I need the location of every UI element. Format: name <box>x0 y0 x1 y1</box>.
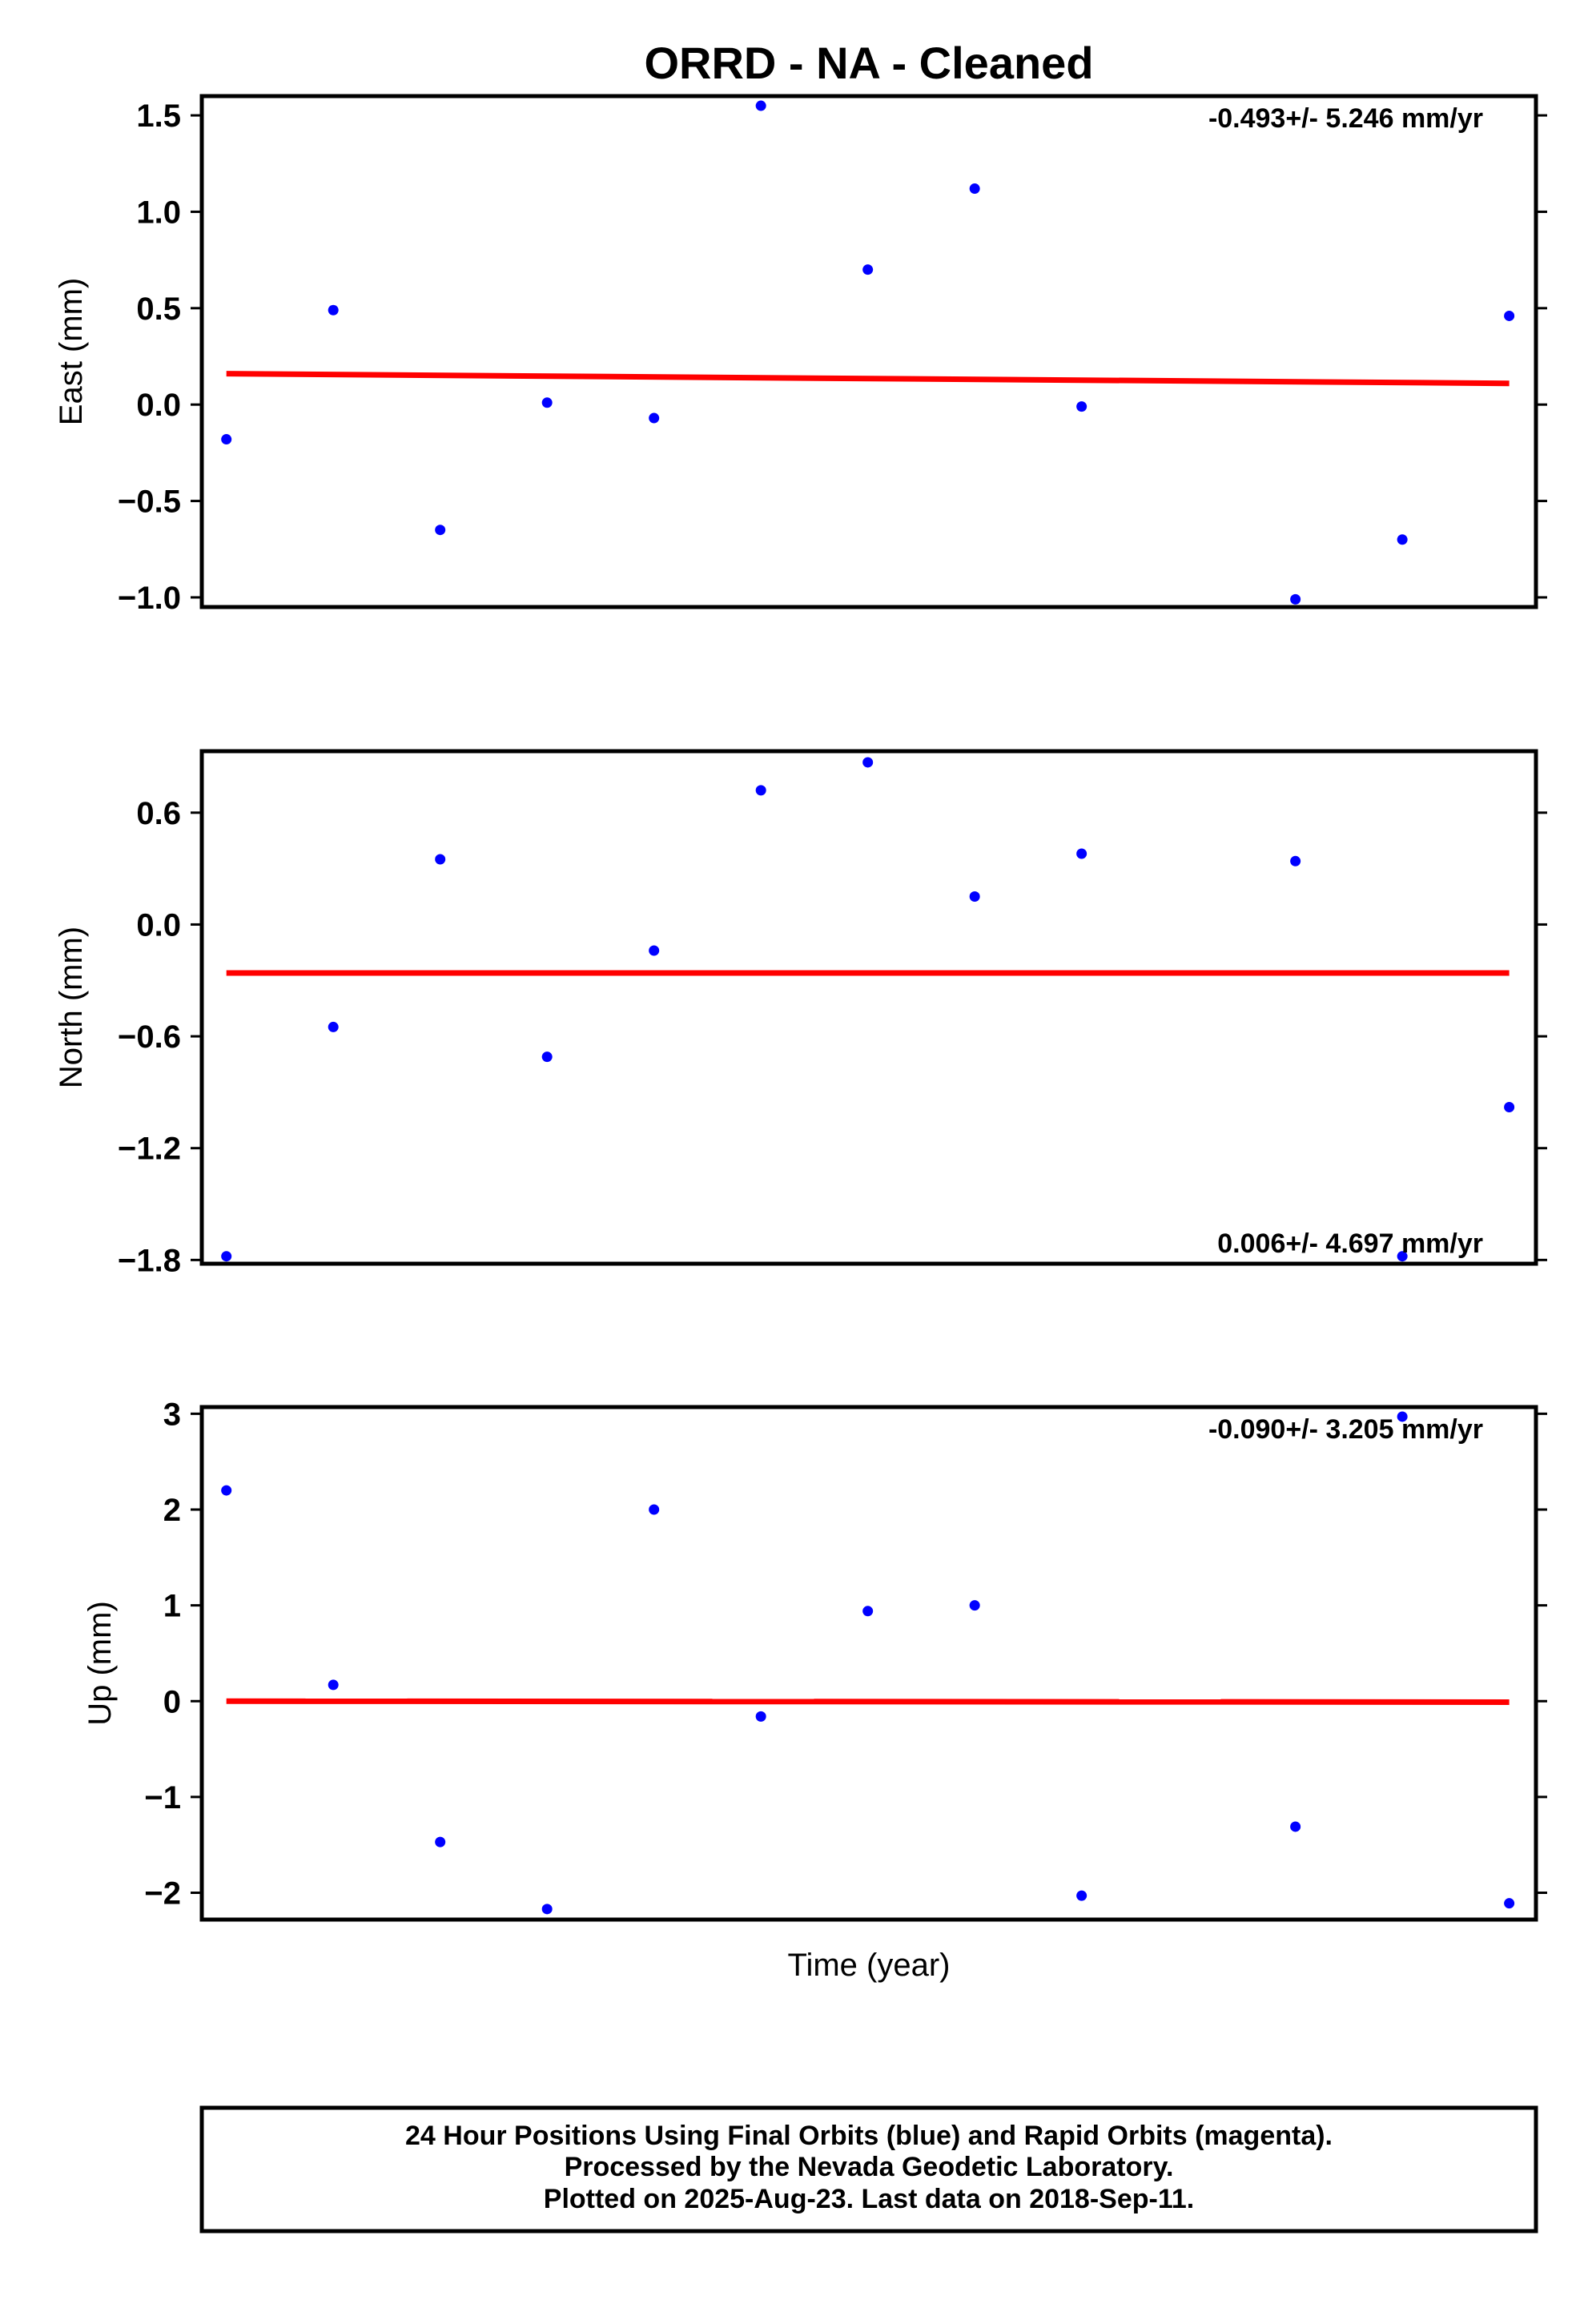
up-data-point <box>1397 1411 1408 1422</box>
east-data-point <box>435 525 446 536</box>
up-data-point <box>1076 1890 1087 1901</box>
up-data-point <box>755 1711 766 1722</box>
north-data-point <box>1290 855 1301 866</box>
up-data-point <box>969 1600 980 1611</box>
north-data-point <box>328 1021 339 1032</box>
chart-title: ORRD - NA - Cleaned <box>644 38 1093 88</box>
north-data-point <box>969 891 980 903</box>
up-y-axis-label: Up (mm) <box>82 1601 118 1726</box>
footer-line-2: Processed by the Nevada Geodetic Laborat… <box>565 2152 1174 2182</box>
north-data-point <box>435 854 446 865</box>
north-data-point <box>1504 1102 1515 1113</box>
up-data-point <box>541 1904 553 1915</box>
east-data-point <box>541 397 553 408</box>
east-data-point <box>862 264 874 275</box>
east-ytick-label: 0.0 <box>136 388 181 423</box>
east-trend-line <box>226 371 1510 387</box>
up-trend-line <box>226 1698 1510 1705</box>
north-rate-text: 0.006+/- 4.697 mm/yr <box>1217 1228 1483 1259</box>
north-panel: 0.6 0.0 −0.6 −1.2 −1.8 North (mm) 0.006+/- 4.6… <box>54 749 1547 1278</box>
east-data-point <box>328 304 339 316</box>
north-ytick-label: 0.6 <box>136 796 181 831</box>
up-ytick-label: 3 <box>163 1397 181 1432</box>
east-ytick-label: 0.5 <box>136 292 181 327</box>
up-data-point <box>1290 1821 1301 1832</box>
east-panel: 1.5 1.0 0.5 0.0 −0.5 −1.0 East (mm) -0.493+/- 5… <box>54 94 1547 616</box>
footer-box: 24 Hour Positions Using Final Orbits (bl… <box>199 2105 1538 2234</box>
east-data-point <box>1397 534 1408 545</box>
up-panel: 3 2 1 0 −1 −2 Up (mm) -0.090+/- 3.205 mm/yr <box>82 1397 1547 1922</box>
up-ytick-label: 2 <box>163 1493 181 1528</box>
east-data-point <box>755 100 766 111</box>
north-data-point <box>1076 848 1087 859</box>
footer-line-3: Plotted on 2025-Aug-23. Last data on 201… <box>544 2184 1194 2214</box>
north-ytick-label: −1.2 <box>118 1132 181 1167</box>
up-data-point <box>649 1504 660 1515</box>
east-y-axis-label: East (mm) <box>54 278 89 425</box>
east-data-point <box>649 412 660 424</box>
north-data-point <box>1397 1251 1408 1262</box>
up-plot-frame <box>199 1405 1538 1922</box>
east-data-point <box>1504 310 1515 321</box>
north-plot-frame <box>199 749 1538 1266</box>
east-plot-frame <box>199 94 1538 609</box>
east-data-point <box>1290 593 1301 605</box>
east-data-point <box>1076 401 1087 412</box>
east-ytick-label: 1.5 <box>136 99 181 134</box>
north-data-point <box>221 1251 232 1262</box>
x-axis-label: Time (year) <box>788 1948 951 1983</box>
up-rate-text: -0.090+/- 3.205 mm/yr <box>1208 1414 1483 1445</box>
north-data-point <box>755 785 766 796</box>
north-data-point <box>541 1051 553 1063</box>
up-ytick-label: −1 <box>144 1780 181 1815</box>
north-y-axis-label: North (mm) <box>54 927 89 1088</box>
north-data-point <box>649 945 660 956</box>
east-data-point <box>969 183 980 195</box>
footer-line-1: 24 Hour Positions Using Final Orbits (bl… <box>405 2121 1333 2151</box>
north-ytick-label: −0.6 <box>118 1019 181 1055</box>
east-ytick-label: −0.5 <box>118 485 181 520</box>
north-ytick-label: −1.8 <box>118 1243 181 1278</box>
up-ytick-label: −2 <box>144 1876 181 1912</box>
north-data-point <box>862 757 874 768</box>
up-data-point <box>435 1836 446 1848</box>
east-rate-text: -0.493+/- 5.246 mm/yr <box>1208 103 1483 134</box>
north-ytick-label: 0.0 <box>136 907 181 943</box>
up-data-point <box>328 1679 339 1691</box>
up-data-point <box>221 1485 232 1496</box>
footer-frame <box>199 2105 1538 2234</box>
east-ytick-label: 1.0 <box>136 195 181 230</box>
up-ytick-label: 1 <box>163 1589 181 1624</box>
up-data-point <box>1504 1898 1515 1909</box>
up-ytick-label: 0 <box>163 1684 181 1719</box>
east-data-point <box>221 434 232 445</box>
up-data-point <box>862 1606 874 1617</box>
east-ytick-label: −1.0 <box>118 581 181 616</box>
